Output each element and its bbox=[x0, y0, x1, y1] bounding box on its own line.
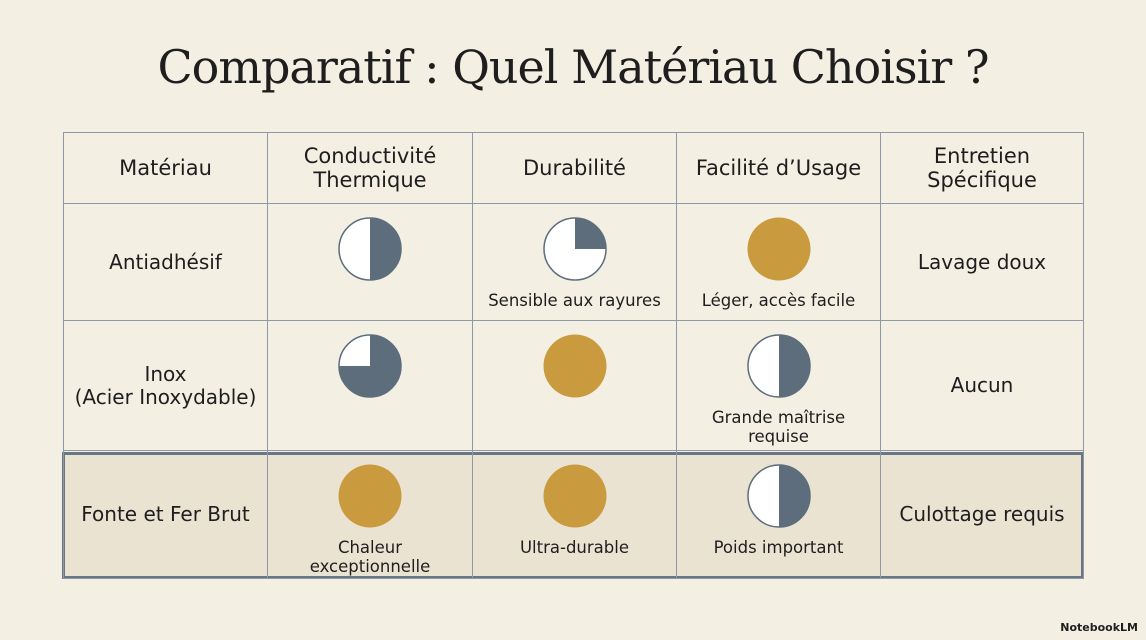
ball-fill bbox=[370, 218, 401, 280]
header-cell: Conductivité Thermique bbox=[267, 132, 473, 204]
ball-full bbox=[338, 464, 402, 528]
harvey-ball bbox=[338, 464, 402, 528]
rating-cell: Léger, accès facile bbox=[676, 203, 881, 321]
rating-cell: Chaleur exceptionnelle bbox=[267, 450, 473, 579]
ball-full bbox=[543, 334, 606, 398]
rating-cell: Poids important bbox=[676, 450, 881, 579]
brand: NotebookLM bbox=[1060, 621, 1138, 634]
harvey-ball bbox=[338, 334, 402, 398]
ball-fill bbox=[574, 218, 606, 249]
caption: Poids important bbox=[713, 538, 844, 557]
harvey-ball bbox=[543, 334, 606, 398]
material-cell: Fonte et Fer Brut bbox=[63, 450, 268, 579]
caption: Chaleur exceptionnelle bbox=[309, 538, 431, 576]
maintenance-cell: Aucun bbox=[880, 320, 1084, 451]
material-cell: Inox (Acier Inoxydable) bbox=[63, 320, 268, 451]
ball-fill bbox=[778, 335, 810, 397]
header-cell: Durabilité bbox=[472, 132, 677, 204]
ball-fill bbox=[339, 335, 401, 397]
ball-full bbox=[747, 217, 810, 281]
rating-cell: Sensible aux rayures bbox=[472, 203, 677, 321]
comparison-table: Matériau Conductivité Thermique Durabilité… bbox=[62, 132, 1084, 579]
maintenance-cell: Culottage requis bbox=[880, 450, 1084, 579]
material-cell: Antiadhésif bbox=[63, 203, 268, 321]
ball-full bbox=[543, 464, 606, 528]
caption: Ultra-durable bbox=[519, 538, 629, 557]
header-cell: Facilité d’Usage bbox=[676, 132, 881, 204]
rating-cell bbox=[267, 203, 473, 321]
harvey-ball bbox=[543, 464, 606, 528]
rating-cell: Ultra-durable bbox=[472, 450, 677, 579]
ball-fill bbox=[778, 465, 810, 527]
title: Comparatif : Quel Matériau Choisir ? bbox=[157, 40, 989, 94]
caption: Sensible aux rayures bbox=[488, 291, 661, 310]
rating-cell bbox=[267, 320, 473, 451]
harvey-ball bbox=[338, 217, 402, 281]
rating-cell bbox=[472, 320, 677, 451]
caption: Léger, accès facile bbox=[701, 291, 856, 310]
harvey-ball bbox=[746, 464, 811, 528]
harvey-ball bbox=[542, 217, 607, 281]
harvey-ball bbox=[746, 334, 811, 398]
header-cell: Matériau bbox=[63, 132, 268, 204]
rating-cell: Grande maîtrise requise bbox=[676, 320, 881, 451]
caption: Grande maîtrise requise bbox=[711, 408, 846, 446]
header-cell: Entretien Spécifique bbox=[880, 132, 1084, 204]
maintenance-cell: Lavage doux bbox=[880, 203, 1084, 321]
harvey-ball bbox=[747, 217, 810, 281]
